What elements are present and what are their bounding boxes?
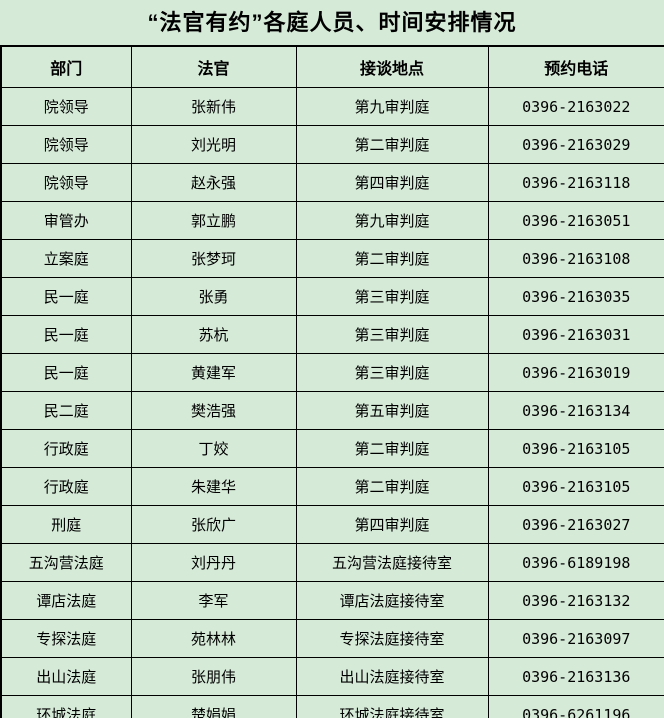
cell-judge: 张朋伟 <box>130 657 297 696</box>
cell-location: 第二审判庭 <box>295 239 489 278</box>
cell-location: 第四审判庭 <box>295 163 489 202</box>
cell-judge: 张新伟 <box>130 87 297 126</box>
cell-judge: 丁姣 <box>130 429 297 468</box>
cell-phone: 0396-2163134 <box>487 391 664 430</box>
table-row: 民二庭 樊浩强 第五审判庭 0396-2163134 <box>0 391 664 430</box>
table-row: 行政庭 丁姣 第二审判庭 0396-2163105 <box>0 429 664 468</box>
cell-location: 第三审判庭 <box>295 315 489 354</box>
cell-phone: 0396-2163029 <box>487 125 664 164</box>
cell-location: 第二审判庭 <box>295 125 489 164</box>
table-row: 民一庭 苏杭 第三审判庭 0396-2163031 <box>0 315 664 354</box>
cell-location: 第四审判庭 <box>295 505 489 544</box>
cell-location: 第三审判庭 <box>295 353 489 392</box>
cell-department: 出山法庭 <box>0 657 132 696</box>
cell-phone: 0396-2163108 <box>487 239 664 278</box>
table-row: 院领导 刘光明 第二审判庭 0396-2163029 <box>0 125 664 164</box>
cell-department: 五沟营法庭 <box>0 543 132 582</box>
cell-phone: 0396-2163097 <box>487 619 664 658</box>
table-row: 院领导 赵永强 第四审判庭 0396-2163118 <box>0 163 664 202</box>
header-row: 部门 法官 接谈地点 预约电话 <box>0 45 664 88</box>
cell-department: 民一庭 <box>0 315 132 354</box>
table-row: 院领导 张新伟 第九审判庭 0396-2163022 <box>0 87 664 126</box>
col-header-location: 接谈地点 <box>295 45 489 88</box>
col-header-department: 部门 <box>0 45 132 88</box>
cell-judge: 张勇 <box>130 277 297 316</box>
cell-judge: 苑林林 <box>130 619 297 658</box>
cell-judge: 赵永强 <box>130 163 297 202</box>
cell-judge: 张欣广 <box>130 505 297 544</box>
cell-judge: 朱建华 <box>130 467 297 506</box>
table-row: 民一庭 黄建军 第三审判庭 0396-2163019 <box>0 353 664 392</box>
cell-location: 谭店法庭接待室 <box>295 581 489 620</box>
page-title: “法官有约”各庭人员、时间安排情况 <box>147 10 517 35</box>
cell-judge: 张梦珂 <box>130 239 297 278</box>
cell-department: 立案庭 <box>0 239 132 278</box>
cell-location: 第九审判庭 <box>295 87 489 126</box>
cell-location: 出山法庭接待室 <box>295 657 489 696</box>
cell-phone: 0396-2163035 <box>487 277 664 316</box>
cell-location: 环城法庭接待室 <box>295 695 489 718</box>
cell-judge: 樊浩强 <box>130 391 297 430</box>
cell-phone: 0396-2163105 <box>487 467 664 506</box>
cell-phone: 0396-2163031 <box>487 315 664 354</box>
cell-judge: 李军 <box>130 581 297 620</box>
table-row: 环城法庭 楚娟娟 环城法庭接待室 0396-6261196 <box>0 695 664 718</box>
cell-phone: 0396-2163118 <box>487 163 664 202</box>
cell-department: 行政庭 <box>0 467 132 506</box>
cell-judge: 苏杭 <box>130 315 297 354</box>
cell-judge: 楚娟娟 <box>130 695 297 718</box>
cell-phone: 0396-2163051 <box>487 201 664 240</box>
table-row: 审管办 郭立鹏 第九审判庭 0396-2163051 <box>0 201 664 240</box>
cell-department: 院领导 <box>0 87 132 126</box>
cell-phone: 0396-6189198 <box>487 543 664 582</box>
cell-location: 第二审判庭 <box>295 467 489 506</box>
cell-judge: 刘丹丹 <box>130 543 297 582</box>
table-row: 出山法庭 张朋伟 出山法庭接待室 0396-2163136 <box>0 657 664 696</box>
cell-judge: 黄建军 <box>130 353 297 392</box>
cell-department: 院领导 <box>0 125 132 164</box>
cell-department: 刑庭 <box>0 505 132 544</box>
cell-location: 第三审判庭 <box>295 277 489 316</box>
cell-phone: 0396-2163022 <box>487 87 664 126</box>
table-row: 行政庭 朱建华 第二审判庭 0396-2163105 <box>0 467 664 506</box>
cell-department: 谭店法庭 <box>0 581 132 620</box>
cell-department: 民一庭 <box>0 277 132 316</box>
cell-phone: 0396-6261196 <box>487 695 664 718</box>
table-row: 五沟营法庭 刘丹丹 五沟营法庭接待室 0396-6189198 <box>0 543 664 582</box>
cell-department: 专探法庭 <box>0 619 132 658</box>
cell-phone: 0396-2163136 <box>487 657 664 696</box>
cell-judge: 郭立鹏 <box>130 201 297 240</box>
cell-department: 审管办 <box>0 201 132 240</box>
schedule-table: 部门 法官 接谈地点 预约电话 院领导 张新伟 第九审判庭 0396-21630… <box>0 45 664 718</box>
cell-department: 行政庭 <box>0 429 132 468</box>
table-row: 刑庭 张欣广 第四审判庭 0396-2163027 <box>0 505 664 544</box>
cell-location: 五沟营法庭接待室 <box>295 543 489 582</box>
cell-location: 第五审判庭 <box>295 391 489 430</box>
cell-phone: 0396-2163132 <box>487 581 664 620</box>
table-row: 专探法庭 苑林林 专探法庭接待室 0396-2163097 <box>0 619 664 658</box>
col-header-judge: 法官 <box>130 45 297 88</box>
cell-location: 第二审判庭 <box>295 429 489 468</box>
cell-location: 第九审判庭 <box>295 201 489 240</box>
col-header-phone: 预约电话 <box>487 45 664 88</box>
cell-phone: 0396-2163105 <box>487 429 664 468</box>
cell-department: 民二庭 <box>0 391 132 430</box>
cell-phone: 0396-2163027 <box>487 505 664 544</box>
cell-phone: 0396-2163019 <box>487 353 664 392</box>
cell-department: 环城法庭 <box>0 695 132 718</box>
cell-department: 民一庭 <box>0 353 132 392</box>
table-row: 民一庭 张勇 第三审判庭 0396-2163035 <box>0 277 664 316</box>
table-row: 谭店法庭 李军 谭店法庭接待室 0396-2163132 <box>0 581 664 620</box>
table-row: 立案庭 张梦珂 第二审判庭 0396-2163108 <box>0 239 664 278</box>
cell-department: 院领导 <box>0 163 132 202</box>
cell-location: 专探法庭接待室 <box>295 619 489 658</box>
cell-judge: 刘光明 <box>130 125 297 164</box>
